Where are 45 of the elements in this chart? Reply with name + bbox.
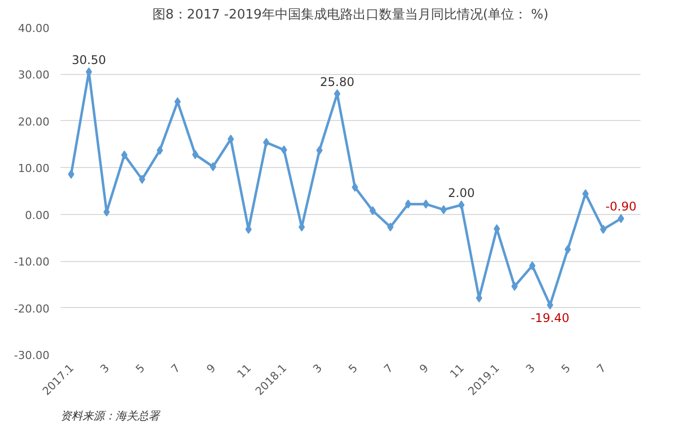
y-tick-label: -20.00 xyxy=(14,302,50,316)
point xyxy=(174,97,181,106)
point xyxy=(422,200,430,209)
x-tick-label: 5 xyxy=(133,362,148,376)
point xyxy=(352,182,358,192)
point xyxy=(511,282,518,291)
x-tick-label: 5 xyxy=(346,362,360,376)
y-tick-label: 0.00 xyxy=(25,208,50,222)
x-tick-label: 3 xyxy=(523,362,538,376)
point xyxy=(582,189,589,198)
x-tick-label: 7 xyxy=(168,362,183,376)
chart-title: 图8：2017 -2019年中国集成电路出口数量当月同比情况(单位： %) xyxy=(152,8,548,22)
point xyxy=(546,300,554,310)
point xyxy=(121,150,128,160)
x-tick-label: 7 xyxy=(594,362,609,376)
point xyxy=(458,200,465,210)
point xyxy=(138,174,146,184)
point xyxy=(316,146,323,155)
y-tick-label: 40.00 xyxy=(18,22,50,35)
y-tick-label: -30.00 xyxy=(14,349,50,362)
x-tick-label: 9 xyxy=(204,362,218,376)
data-label: 25.80 xyxy=(320,74,354,89)
x-tick-label: 9 xyxy=(417,362,432,376)
point xyxy=(387,222,394,232)
x-tick-label: 3 xyxy=(310,362,325,376)
data-label: 2.00 xyxy=(448,186,475,200)
y-tick-label: -10.00 xyxy=(14,256,50,269)
point xyxy=(440,205,447,214)
data-label: 30.50 xyxy=(72,52,106,67)
y-tick-label: 20.00 xyxy=(18,115,50,128)
point xyxy=(404,200,412,209)
data-label: -19.40 xyxy=(530,310,570,325)
x-tick-label: 7 xyxy=(382,362,396,376)
y-tick-label: 30.00 xyxy=(18,68,50,82)
x-tick-label: 3 xyxy=(98,362,112,376)
point xyxy=(280,145,288,154)
x-tick-label: 11 xyxy=(234,362,254,381)
point xyxy=(210,162,216,172)
x-tick-label: 5 xyxy=(558,362,574,376)
point xyxy=(68,170,74,179)
x-tick-label: 11 xyxy=(448,362,467,381)
text: 资料来源：海关总署 xyxy=(60,410,160,422)
y-tick-label: 10.00 xyxy=(18,162,50,176)
data-label: -0.90 xyxy=(605,200,637,214)
point xyxy=(618,214,624,224)
